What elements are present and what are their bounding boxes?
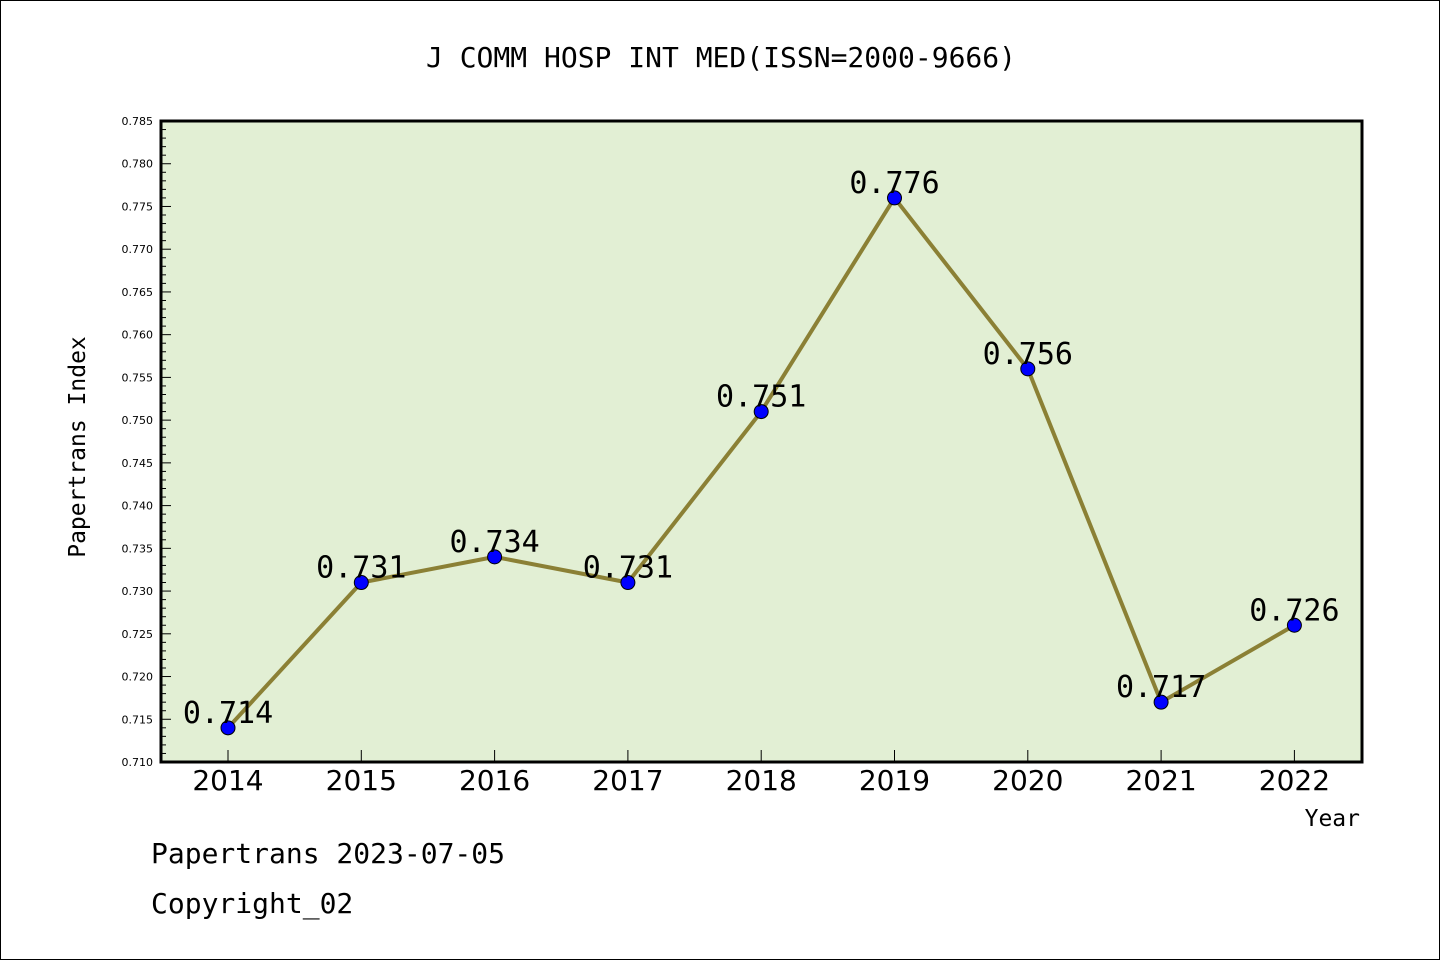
footer-source: Papertrans 2023-07-05: [151, 837, 506, 870]
y-tick-label: 0.775: [122, 200, 154, 213]
x-tick-label: 2020: [992, 764, 1063, 797]
data-point: [1153, 694, 1169, 710]
x-tick-label: 2017: [592, 764, 663, 797]
x-tick-label: 2022: [1259, 764, 1330, 797]
data-label: 0.776: [849, 166, 939, 201]
x-axis-tick-labels: 2014 2015 2016 2017 2018 2019 2020 2021 2022: [192, 764, 1330, 797]
footer-copyright: Copyright_02: [151, 887, 354, 920]
data-point: [487, 549, 503, 565]
y-tick-label: 0.720: [122, 671, 154, 684]
x-tick-label: 2021: [1125, 764, 1196, 797]
data-point: [1020, 361, 1036, 377]
x-tick-label: 2018: [726, 764, 797, 797]
x-axis-ticks: [227, 750, 1295, 762]
x-tick-label: 2016: [459, 764, 530, 797]
y-tick-label: 0.730: [122, 585, 154, 598]
data-point: [220, 720, 236, 736]
x-tick-label: 2019: [859, 764, 930, 797]
y-tick-label: 0.750: [122, 414, 154, 427]
data-label: 0.731: [316, 551, 406, 586]
data-label: 0.714: [183, 696, 273, 731]
plot-area: [159, 119, 1364, 764]
data-label: 0.751: [716, 380, 806, 415]
chart-title: J COMM HOSP INT MED(ISSN=2000-9666): [426, 41, 1016, 74]
data-point: [353, 575, 369, 591]
data-point: [620, 575, 636, 591]
data-label: 0.717: [1116, 670, 1206, 705]
y-tick-label: 0.780: [122, 158, 154, 171]
x-tick-label: 2015: [326, 764, 397, 797]
y-tick-label: 0.785: [122, 115, 154, 128]
data-point: [1286, 617, 1302, 633]
y-tick-label: 0.770: [122, 243, 154, 256]
y-axis-ticks: [161, 120, 171, 763]
y-tick-label: 0.740: [122, 500, 154, 513]
y-tick-label: 0.735: [122, 542, 154, 555]
x-tick-label: 2014: [192, 764, 263, 797]
data-label: 0.756: [983, 337, 1073, 372]
data-label: 0.731: [583, 551, 673, 586]
y-axis-label: Papertrans Index: [65, 336, 91, 558]
y-tick-label: 0.710: [122, 756, 154, 769]
y-tick-label: 0.745: [122, 457, 154, 470]
data-label: 0.734: [449, 525, 539, 560]
data-point: [753, 404, 769, 420]
y-tick-label: 0.715: [122, 713, 154, 726]
y-tick-label: 0.765: [122, 286, 154, 299]
y-tick-label: 0.760: [122, 329, 154, 342]
data-points: [220, 190, 1302, 736]
data-point: [887, 190, 902, 206]
y-tick-label: 0.755: [122, 371, 154, 384]
y-axis-tick-labels: 0.710 0.715 0.720 0.725 0.730 0.735 0.740 0.745…: [122, 115, 154, 769]
y-tick-label: 0.725: [122, 628, 154, 641]
x-axis-label: Year: [1305, 806, 1360, 832]
data-label: 0.726: [1249, 593, 1339, 628]
data-labels: 0.714 0.731 0.734 0.731 0.751 0.776 0.756 0.717…: [183, 166, 1340, 731]
